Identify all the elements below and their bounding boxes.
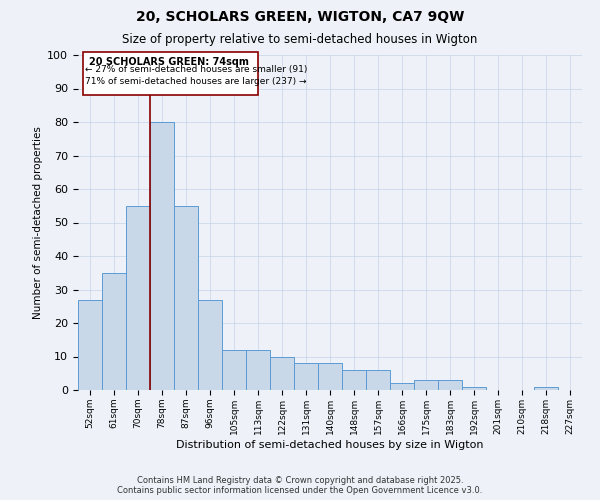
Bar [534, 386, 558, 390]
Bar [174, 206, 198, 390]
Bar [198, 300, 222, 390]
Bar [102, 273, 126, 390]
Bar [366, 370, 390, 390]
Bar [222, 350, 246, 390]
Bar [126, 206, 150, 390]
Bar [462, 386, 486, 390]
Text: 71% of semi-detached houses are larger (237) →: 71% of semi-detached houses are larger (… [85, 77, 307, 86]
Bar [78, 300, 102, 390]
Bar [390, 384, 414, 390]
X-axis label: Distribution of semi-detached houses by size in Wigton: Distribution of semi-detached houses by … [176, 440, 484, 450]
Text: 20, SCHOLARS GREEN, WIGTON, CA7 9QW: 20, SCHOLARS GREEN, WIGTON, CA7 9QW [136, 10, 464, 24]
Text: ← 27% of semi-detached houses are smaller (91): ← 27% of semi-detached houses are smalle… [85, 65, 308, 74]
Bar [414, 380, 438, 390]
Bar [150, 122, 174, 390]
Text: Contains HM Land Registry data © Crown copyright and database right 2025.
Contai: Contains HM Land Registry data © Crown c… [118, 476, 482, 495]
Bar [318, 363, 342, 390]
Bar [342, 370, 366, 390]
Bar [294, 363, 318, 390]
Text: Size of property relative to semi-detached houses in Wigton: Size of property relative to semi-detach… [122, 32, 478, 46]
Bar [83, 52, 258, 95]
Text: 20 SCHOLARS GREEN: 74sqm: 20 SCHOLARS GREEN: 74sqm [89, 56, 249, 66]
Bar [438, 380, 462, 390]
Y-axis label: Number of semi-detached properties: Number of semi-detached properties [33, 126, 43, 319]
Bar [270, 356, 294, 390]
Bar [246, 350, 270, 390]
